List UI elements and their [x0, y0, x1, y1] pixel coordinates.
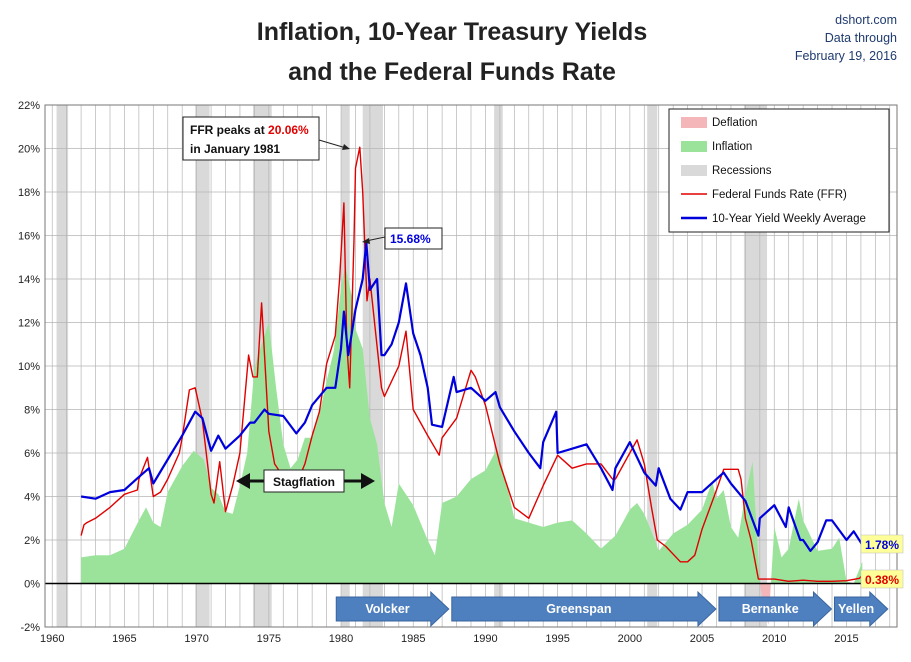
- stagflation-text: Stagflation: [273, 475, 335, 489]
- legend-label-recessions: Recessions: [712, 165, 772, 177]
- x-tick-label: 2000: [618, 633, 642, 645]
- last-ffr-text: 0.38%: [865, 573, 899, 587]
- ten-year-yield-line: [80, 241, 864, 552]
- ffr-peak-prefix: FFR peaks at: [190, 123, 268, 137]
- legend-label-inflation: Inflation: [712, 141, 752, 153]
- x-tick-label: 1985: [401, 633, 425, 645]
- stagflation-arrowhead-left: [236, 473, 250, 489]
- stagflation-callout: Stagflation: [236, 469, 375, 493]
- y-tick-label: 2%: [24, 535, 40, 547]
- y-tick-label: 10%: [18, 361, 40, 373]
- fed-chair-eras: Volcker Greenspan Bernanke Yellen: [335, 590, 889, 628]
- last-yield-box: [860, 534, 904, 554]
- era-arrow: [335, 590, 450, 628]
- era-label: Bernanke: [742, 602, 799, 616]
- legend-label-10yr: 10-Year Yield Weekly Average: [712, 213, 866, 225]
- legend-swatch-inflation: [681, 141, 707, 152]
- x-tick-label: 2010: [762, 633, 786, 645]
- yield-peak-callout: 15.68%: [362, 227, 443, 250]
- y-tick-label: 18%: [18, 187, 40, 199]
- y-tick-label: 12%: [18, 318, 40, 330]
- y-tick-label: 22%: [18, 100, 40, 112]
- x-tick-label: 1980: [329, 633, 353, 645]
- ffr-peak-arrowhead: [342, 144, 350, 150]
- ffr-line: [80, 146, 863, 582]
- plot-border: [44, 104, 898, 628]
- era-label: Greenspan: [546, 602, 611, 616]
- era-label: Volcker: [365, 602, 409, 616]
- x-tick-label: 1960: [40, 633, 64, 645]
- ffr-peak-text-line2: in January 1981: [190, 142, 280, 156]
- inflation-area: [81, 265, 863, 625]
- era-arrow: [833, 590, 889, 628]
- era-arrow: [451, 590, 717, 628]
- legend-swatch-deflation: [681, 117, 707, 128]
- x-tick-label: 2005: [690, 633, 714, 645]
- x-tick-label: 1990: [473, 633, 497, 645]
- x-tick-label: 1965: [112, 633, 136, 645]
- ffr-peak-value: 20.06%: [268, 123, 309, 137]
- last-yield-label: 1.78%: [860, 534, 904, 554]
- source-date: February 19, 2016: [795, 49, 897, 63]
- x-tick-label: 2015: [834, 633, 858, 645]
- y-tick-label: 4%: [24, 492, 40, 504]
- y-tick-label: 16%: [18, 231, 40, 243]
- chart-title-line2: and the Federal Funds Rate: [288, 58, 616, 86]
- x-tick-label: 1975: [257, 633, 281, 645]
- yield-peak-text: 15.68%: [390, 232, 431, 246]
- inflation-area-path: [81, 265, 863, 584]
- ffr-peak-box: [182, 116, 320, 161]
- legend-label-ffr: Federal Funds Rate (FFR): [712, 189, 847, 201]
- y-tick-label: 0%: [24, 579, 40, 591]
- ffr-peak-arrow: [318, 139, 347, 149]
- source-data-through: Data through: [825, 31, 897, 45]
- yield-peak-box: [384, 227, 443, 250]
- x-tick-label: 1970: [184, 633, 208, 645]
- stagflation-box: [263, 469, 345, 493]
- era-label: Yellen: [838, 602, 874, 616]
- ffr-peak-callout: FFR peaks at 20.06% in January 1981: [182, 116, 350, 161]
- legend-label-deflation: Deflation: [712, 117, 757, 129]
- ffr-peak-text-line1: FFR peaks at 20.06%: [190, 123, 309, 137]
- yield-peak-arrowhead: [362, 238, 370, 244]
- chart-title-line1: Inflation, 10-Year Treasury Yields: [257, 18, 647, 46]
- legend: Deflation Inflation Recessions Federal F…: [668, 108, 890, 233]
- stagflation-arrowhead-right: [361, 473, 375, 489]
- y-tick-label: 14%: [18, 274, 40, 286]
- axes: -2% 0% 2% 4% 6% 8% 10% 12% 14% 16% 18% 20% 22% 1960 19…: [18, 100, 898, 645]
- y-tick-label: 6%: [24, 448, 40, 460]
- era-arrow: [718, 590, 833, 628]
- last-ffr-box: [860, 569, 904, 589]
- y-tick-label: -2%: [20, 622, 40, 634]
- last-ffr-label: 0.38%: [860, 569, 904, 589]
- legend-swatch-recessions: [681, 165, 707, 176]
- x-tick-label: 1995: [545, 633, 569, 645]
- series-lines: [80, 146, 864, 582]
- last-yield-text: 1.78%: [865, 538, 899, 552]
- y-tick-label: 8%: [24, 405, 40, 417]
- y-tick-label: 20%: [18, 144, 40, 156]
- source-site: dshort.com: [835, 13, 897, 27]
